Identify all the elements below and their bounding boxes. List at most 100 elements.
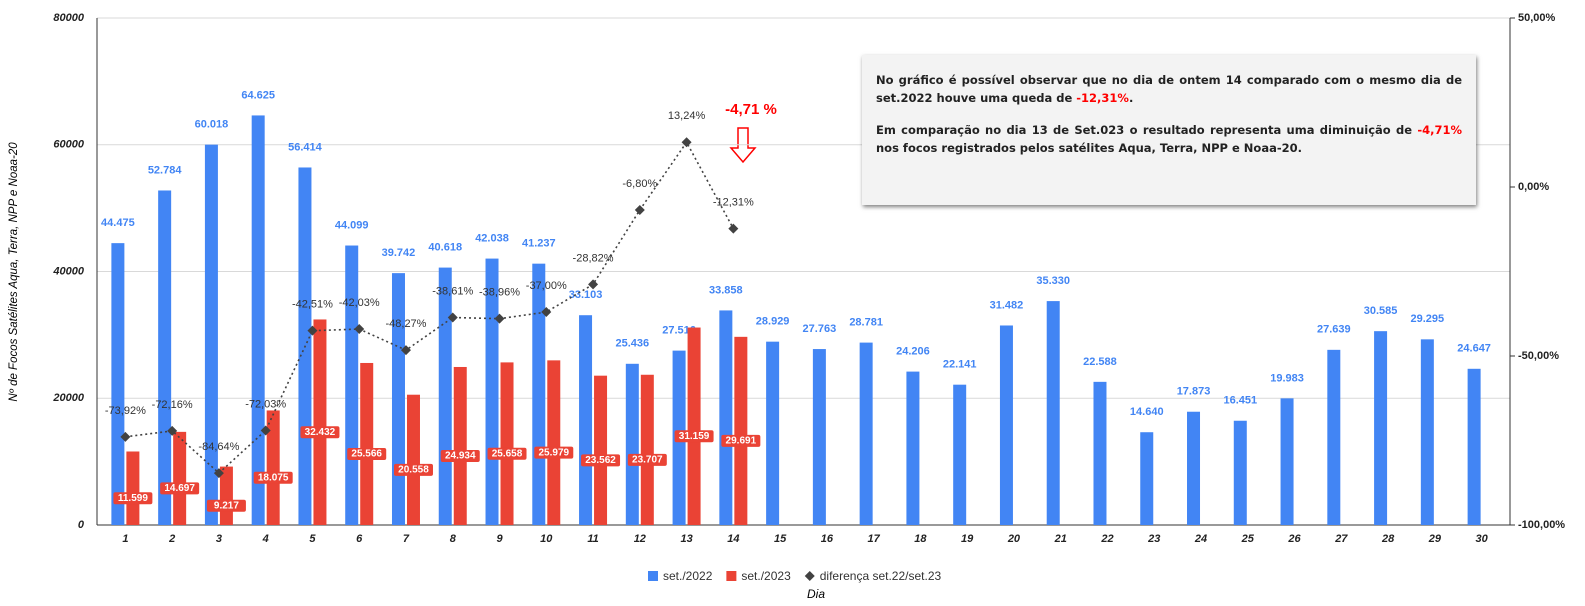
value-label: 28.781 — [849, 317, 883, 329]
x-tick-label: 14 — [727, 533, 739, 545]
bar — [1233, 420, 1247, 525]
value-label: 28.929 — [756, 316, 790, 328]
bar — [1420, 339, 1434, 525]
value-label: 13,24% — [668, 110, 706, 122]
bar — [453, 366, 467, 525]
value-label: 32.432 — [305, 427, 336, 438]
x-tick-label: 23 — [1147, 533, 1160, 545]
bar — [594, 375, 608, 525]
value-label: 18.075 — [258, 472, 289, 483]
value-label: 56.414 — [288, 141, 323, 153]
bar — [345, 245, 359, 525]
bar — [158, 190, 172, 526]
legend-label: set./2023 — [741, 569, 791, 583]
bar — [812, 349, 826, 525]
value-label: -72,03% — [245, 398, 286, 410]
value-label: 52.784 — [148, 164, 183, 176]
value-label: 31.159 — [679, 431, 710, 442]
value-label: 23.562 — [585, 455, 616, 466]
x-tick-label: 15 — [774, 533, 787, 545]
line-point — [120, 431, 131, 442]
y-axis-label: Nº de Focos Satélites Aqua, Terra, NPP e… — [8, 142, 20, 402]
value-label: -48,27% — [385, 318, 426, 330]
x-tick-label: 9 — [496, 533, 503, 545]
bar — [1467, 368, 1481, 525]
annotation-box: No gráfico é possível observar que no di… — [862, 55, 1476, 205]
bar — [204, 144, 218, 525]
value-label: 23.707 — [632, 455, 663, 466]
bar — [111, 243, 125, 525]
y2-tick-label: 50,00% — [1518, 12, 1556, 24]
bar — [173, 431, 187, 525]
bar — [625, 363, 639, 525]
value-label-bg — [113, 492, 153, 505]
value-label-bg — [440, 449, 480, 462]
value-label: 25.658 — [492, 448, 523, 459]
value-label: -73,92% — [105, 405, 146, 417]
value-label: 24.647 — [1457, 343, 1491, 355]
line-point — [307, 325, 318, 336]
value-label: 27.763 — [803, 323, 837, 335]
bar — [360, 362, 374, 525]
line-point — [354, 324, 365, 335]
value-label: 31.482 — [990, 299, 1024, 311]
line-point — [447, 312, 458, 323]
value-label: 14.640 — [1130, 406, 1164, 418]
y-tick-label: 80000 — [53, 12, 84, 24]
annotation-paragraph: Em comparação no dia 13 de Set.023 o res… — [876, 121, 1462, 157]
x-tick-label: 22 — [1100, 533, 1113, 545]
legend-swatch — [804, 571, 815, 581]
x-tick-label: 8 — [450, 533, 457, 545]
annotation-text: . — [1128, 91, 1134, 105]
x-tick-label: 1 — [122, 533, 128, 545]
value-label: 25.566 — [351, 449, 382, 460]
bar — [391, 273, 405, 525]
bar — [438, 267, 452, 525]
bar — [1046, 301, 1060, 525]
x-tick-label: 24 — [1194, 533, 1207, 545]
x-tick-label: 21 — [1054, 533, 1067, 545]
value-label: 44.475 — [101, 217, 135, 229]
y2-tick-label: -100,00% — [1518, 519, 1565, 531]
y-tick-label: 0 — [78, 519, 85, 531]
value-label: -28,82% — [573, 252, 614, 264]
bar — [500, 362, 514, 525]
value-label: -42,51% — [292, 299, 333, 311]
x-axis-label: Dia — [807, 587, 825, 601]
value-label: 9.217 — [214, 500, 239, 511]
x-tick-label: 10 — [540, 533, 553, 545]
value-label-bg — [487, 447, 527, 460]
bar — [1374, 331, 1388, 525]
value-label: 33.103 — [569, 289, 603, 301]
bar — [532, 263, 546, 525]
line-point — [213, 468, 224, 479]
value-label: 19.983 — [1270, 372, 1304, 384]
bar — [313, 319, 327, 525]
value-label: 24.206 — [896, 346, 930, 358]
x-tick-label: 27 — [1334, 533, 1348, 545]
value-label-bg — [160, 482, 200, 495]
value-label: 22.141 — [943, 359, 977, 371]
value-label: -84,64% — [198, 441, 239, 453]
x-tick-label: 29 — [1428, 533, 1442, 545]
bar — [953, 384, 967, 525]
y-tick-label: 20000 — [52, 392, 84, 404]
line-point — [260, 425, 271, 436]
value-label: 22.588 — [1083, 356, 1117, 368]
line-point — [167, 425, 178, 436]
value-label-bg — [206, 499, 246, 512]
bar — [266, 410, 280, 525]
annotation-highlight: -12,31% — [1076, 91, 1129, 105]
value-label: 24.934 — [445, 451, 476, 462]
bar — [640, 374, 654, 525]
value-label: -6,80% — [622, 178, 657, 190]
value-label-bg — [674, 430, 714, 443]
line-point — [494, 313, 505, 324]
bar — [1280, 398, 1294, 525]
legend-swatch — [648, 571, 658, 581]
x-tick-label: 16 — [821, 533, 834, 545]
value-label-bg — [253, 471, 293, 484]
bar — [579, 315, 593, 525]
bar — [906, 371, 920, 525]
